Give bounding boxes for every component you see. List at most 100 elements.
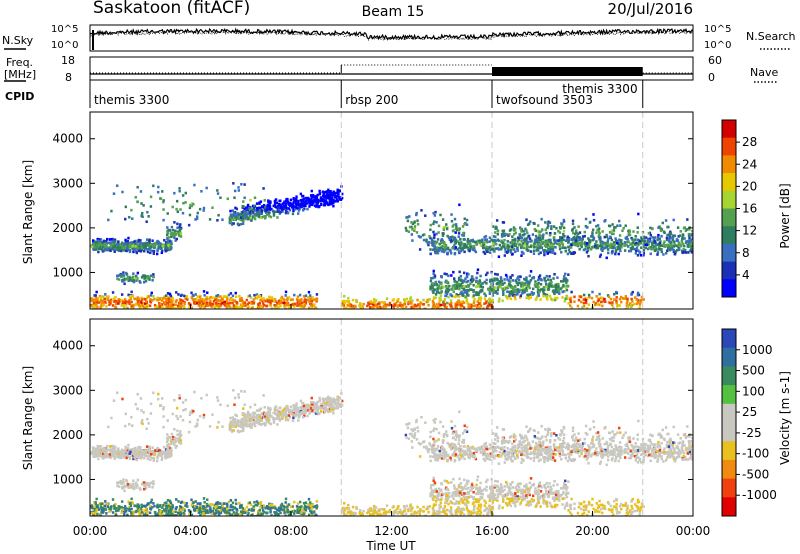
power-mark <box>146 241 150 245</box>
power-mark <box>439 291 443 295</box>
velocity-mark <box>159 404 163 407</box>
velocity-mark <box>328 397 332 400</box>
power-mark <box>450 213 453 216</box>
power-mark <box>468 303 472 307</box>
velocity-mark <box>241 426 244 429</box>
velocity-mark <box>156 397 160 401</box>
power-mark <box>108 303 111 306</box>
power-mark <box>261 299 264 303</box>
power-mark <box>636 238 640 242</box>
power-mark <box>554 283 558 287</box>
power-mark <box>517 236 520 240</box>
power-mark <box>134 303 138 307</box>
power-mark <box>136 300 140 303</box>
freq-trace <box>90 67 693 76</box>
power-mark <box>292 197 295 200</box>
power-mark <box>514 250 517 254</box>
power-mark <box>535 237 539 240</box>
power-mark <box>461 281 464 285</box>
power-mark <box>456 300 459 304</box>
power-mark <box>471 295 475 299</box>
power-mark <box>570 290 573 294</box>
power-mark <box>591 245 594 249</box>
freq-left-tick-top: 18 <box>61 54 75 67</box>
power-mark <box>545 245 549 249</box>
power-mark <box>417 234 421 238</box>
power-mark <box>672 248 675 252</box>
power-mark <box>580 240 584 243</box>
power-mark <box>120 304 123 307</box>
velocity-mark <box>151 446 154 450</box>
power-mark <box>551 249 555 252</box>
power-mark <box>128 241 132 245</box>
power-mark <box>439 307 442 309</box>
power-mark <box>649 252 652 256</box>
velocity-mark <box>219 403 222 407</box>
power-mark <box>485 238 488 241</box>
power-mark <box>652 236 656 240</box>
power-mark <box>566 284 570 288</box>
velocity-mark <box>303 414 306 418</box>
power-mark <box>121 279 124 283</box>
power-mark <box>493 238 496 242</box>
power-mark <box>321 190 325 194</box>
velocity-mark <box>297 411 301 414</box>
power-mark <box>548 275 551 278</box>
power-mark <box>605 256 608 260</box>
power-mark <box>624 297 627 300</box>
power-mark <box>582 248 586 252</box>
power-mark <box>279 300 283 303</box>
power-mark <box>564 249 567 253</box>
power-mark <box>633 302 636 306</box>
power-mark <box>159 245 162 248</box>
power-mark <box>302 294 306 298</box>
power-mark <box>268 214 271 218</box>
power-mark <box>444 289 448 293</box>
velocity-mark <box>277 413 280 416</box>
velocity-mark <box>294 406 298 410</box>
power-mark <box>529 250 533 253</box>
power-mark <box>136 246 139 250</box>
power-mark <box>284 203 288 206</box>
power-mark <box>439 303 442 307</box>
power-mark <box>530 239 533 243</box>
power-mark <box>636 293 640 297</box>
velocity-mark <box>297 413 301 417</box>
power-mark <box>274 300 277 303</box>
power-mark <box>500 233 504 236</box>
power-mark <box>453 279 456 283</box>
power-mark <box>238 213 241 216</box>
power-mark <box>247 301 251 305</box>
power-mark <box>681 251 684 255</box>
power-mark <box>621 297 625 300</box>
power-mark <box>142 297 145 301</box>
power-mark <box>316 202 319 205</box>
power-mark <box>304 204 307 208</box>
power-mark <box>110 209 113 213</box>
power-mark <box>479 274 482 278</box>
power-mark <box>246 302 250 306</box>
power-mark <box>120 245 123 249</box>
power-mark <box>328 190 332 193</box>
power-mark <box>236 305 239 309</box>
power-mark <box>494 290 498 293</box>
power-mark <box>609 297 613 301</box>
power-mark <box>475 285 478 289</box>
velocity-mark <box>166 448 169 451</box>
velocity-mark <box>146 448 150 452</box>
power-mark <box>443 225 447 229</box>
power-mark <box>232 304 236 307</box>
power-mark <box>103 247 107 251</box>
power-mark <box>300 304 303 307</box>
power-mark <box>651 243 654 247</box>
power-mark <box>657 246 661 249</box>
power-mark <box>548 281 551 285</box>
velocity-mark <box>253 403 257 407</box>
power-mark <box>584 298 588 302</box>
power-mark <box>126 244 129 247</box>
power-mark <box>560 240 563 244</box>
power-mark <box>272 204 275 208</box>
power-mark <box>462 245 465 248</box>
power-mark <box>508 229 512 232</box>
velocity-mark <box>134 402 137 406</box>
